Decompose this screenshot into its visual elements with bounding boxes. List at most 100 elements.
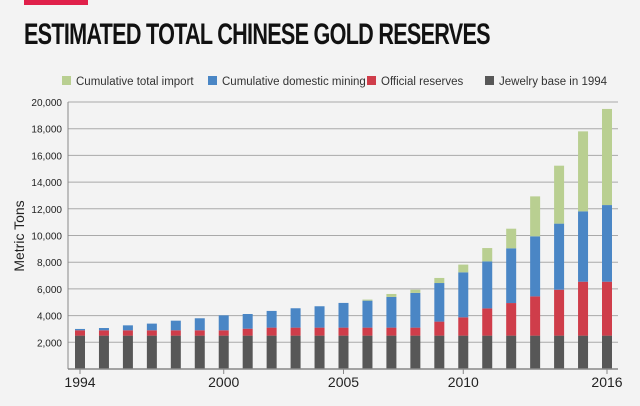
bar-segment-official-reserves-2012 [506, 303, 517, 336]
bar-segment-cumulative-domestic-mining-2015 [578, 211, 589, 282]
bar-segment-jewelry-base-in-1994-2013 [530, 335, 541, 369]
legend-label: Official reserves [381, 76, 463, 88]
bar-segment-cumulative-domestic-mining-2002 [266, 310, 277, 328]
x-tick-label: 2005 [328, 374, 359, 390]
bar-segment-jewelry-base-in-1994-2002 [266, 335, 277, 369]
bar-segment-official-reserves-2011 [482, 308, 493, 336]
bar-segment-cumulative-total-import-2007 [386, 293, 397, 297]
bar-segment-official-reserves-2015 [578, 281, 589, 336]
y-tick-label: 14,000 [31, 178, 62, 189]
y-tick-label: 16,000 [31, 151, 62, 162]
bar-segment-official-reserves-2005 [338, 327, 349, 336]
bar-segment-official-reserves-2002 [266, 327, 277, 336]
bar-segment-jewelry-base-in-1994-2016 [602, 335, 612, 369]
bar-segment-cumulative-total-import-2015 [578, 131, 589, 212]
bar-segment-cumulative-total-import-2012 [506, 228, 517, 249]
bar-segment-jewelry-base-in-1994-2006 [362, 335, 373, 369]
bar-segment-official-reserves-2016 [602, 281, 612, 336]
bar-segment-official-reserves-1995 [98, 330, 109, 336]
legend-item: Cumulative domestic mining [208, 76, 366, 88]
bar-segment-official-reserves-1997 [146, 330, 157, 336]
bar-segment-jewelry-base-in-1994-1995 [98, 335, 109, 369]
bar-segment-jewelry-base-in-1994-1996 [122, 335, 133, 369]
axes: 2,000 4,000 6,000 8,000 10,000 12,000 14,000 16… [31, 98, 622, 390]
bar-segment-official-reserves-2000 [218, 330, 229, 336]
bar-segment-cumulative-total-import-2006 [362, 299, 373, 301]
y-tick-label: 4,000 [37, 312, 62, 323]
bar-segment-cumulative-total-import-2010 [458, 264, 469, 273]
bar-segment-official-reserves-2013 [530, 296, 541, 336]
accent-bar [24, 0, 88, 5]
bars [75, 108, 612, 369]
bar-segment-official-reserves-2003 [290, 327, 301, 336]
y-tick-label: 10,000 [31, 232, 62, 243]
bar-segment-official-reserves-2014 [554, 289, 565, 336]
bar-segment-cumulative-domestic-mining-2009 [434, 283, 445, 322]
bar-segment-cumulative-domestic-mining-2011 [482, 261, 493, 309]
bar-segment-cumulative-domestic-mining-2008 [410, 292, 421, 328]
legend-item: Official reserves [367, 76, 463, 88]
bar-segment-jewelry-base-in-1994-2015 [578, 335, 589, 369]
legend-swatch [367, 76, 376, 85]
bar-segment-jewelry-base-in-1994-2000 [218, 335, 229, 369]
legend-label: Jewelry base in 1994 [499, 76, 608, 88]
bar-segment-cumulative-domestic-mining-1998 [170, 320, 181, 331]
x-tick-label: 2000 [208, 374, 239, 390]
bar-segment-cumulative-domestic-mining-1996 [122, 325, 133, 331]
y-tick-label: 20,000 [31, 98, 62, 109]
bar-segment-jewelry-base-in-1994-1998 [170, 335, 181, 369]
bar-segment-cumulative-domestic-mining-1997 [146, 323, 157, 331]
bar-segment-cumulative-domestic-mining-2010 [458, 272, 469, 318]
bar-segment-jewelry-base-in-1994-2004 [314, 335, 325, 369]
bar-segment-cumulative-total-import-2014 [554, 165, 565, 224]
bar-segment-official-reserves-2009 [434, 321, 445, 336]
bar-segment-cumulative-total-import-2016 [602, 108, 612, 206]
bar-segment-cumulative-total-import-2011 [482, 248, 493, 262]
bar-segment-jewelry-base-in-1994-2001 [242, 335, 253, 369]
bar-segment-jewelry-base-in-1994-2012 [506, 335, 517, 369]
legend: Cumulative total import Cumulative domest… [62, 76, 608, 88]
bar-segment-official-reserves-2006 [362, 327, 373, 336]
bar-segment-official-reserves-2008 [410, 327, 421, 336]
x-tick-label: 1994 [64, 374, 95, 390]
bar-segment-cumulative-domestic-mining-2014 [554, 223, 565, 290]
bar-segment-cumulative-domestic-mining-2007 [386, 296, 397, 328]
bar-segment-official-reserves-1999 [194, 330, 205, 336]
legend-item: Cumulative total import [62, 76, 194, 88]
bar-segment-cumulative-domestic-mining-2000 [218, 315, 229, 331]
bar-segment-cumulative-total-import-2013 [530, 196, 541, 237]
bar-segment-official-reserves-2001 [242, 328, 253, 336]
legend-swatch [208, 76, 217, 85]
bar-segment-jewelry-base-in-1994-2009 [434, 335, 445, 369]
legend-item: Jewelry base in 1994 [485, 76, 608, 88]
bar-segment-cumulative-domestic-mining-2012 [506, 248, 517, 304]
bar-segment-cumulative-domestic-mining-2013 [530, 236, 541, 297]
bar-segment-cumulative-domestic-mining-2004 [314, 306, 325, 328]
y-tick-label: 6,000 [37, 285, 62, 296]
bar-segment-jewelry-base-in-1994-2003 [290, 335, 301, 369]
bar-segment-official-reserves-1996 [122, 330, 133, 336]
bar-segment-cumulative-domestic-mining-1994 [75, 328, 85, 331]
y-tick-label: 12,000 [31, 205, 62, 216]
bar-segment-cumulative-domestic-mining-2001 [242, 313, 253, 329]
legend-label: Cumulative total import [76, 76, 194, 88]
grid [68, 101, 618, 343]
legend-swatch [485, 76, 494, 85]
x-tick-label: 2016 [591, 374, 622, 390]
bar-segment-jewelry-base-in-1994-1994 [75, 335, 85, 369]
bar-segment-official-reserves-2010 [458, 317, 469, 336]
bar-segment-cumulative-domestic-mining-2016 [602, 205, 612, 282]
bar-segment-cumulative-domestic-mining-1999 [194, 318, 205, 331]
bar-segment-official-reserves-2004 [314, 327, 325, 336]
bar-segment-jewelry-base-in-1994-2014 [554, 335, 565, 369]
bar-segment-official-reserves-1994 [75, 330, 85, 336]
bar-segment-official-reserves-1998 [170, 330, 181, 336]
bar-segment-jewelry-base-in-1994-2007 [386, 335, 397, 369]
legend-label: Cumulative domestic mining [222, 76, 366, 88]
legend-swatch [62, 76, 71, 85]
bar-segment-cumulative-domestic-mining-2003 [290, 308, 301, 328]
bar-segment-jewelry-base-in-1994-2008 [410, 335, 421, 369]
y-tick-label: 18,000 [31, 125, 62, 136]
chart-title: ESTIMATED TOTAL CHINESE GOLD RESERVES [24, 18, 491, 51]
